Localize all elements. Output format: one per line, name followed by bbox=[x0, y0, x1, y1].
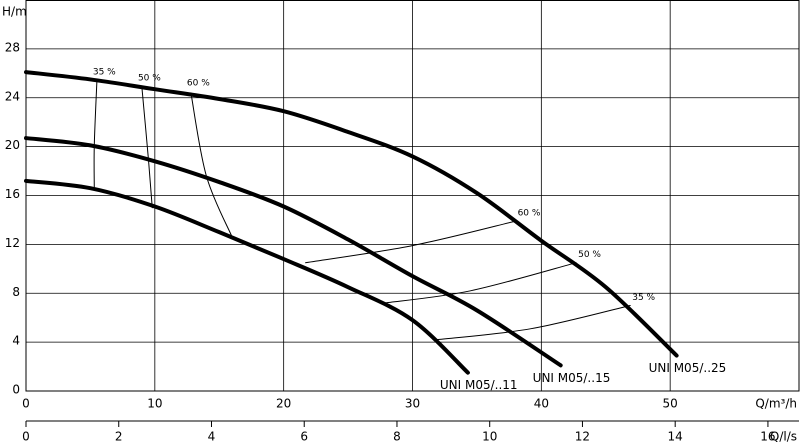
x2-axis-label: Q/l/s bbox=[770, 430, 797, 444]
x2-tick-label: 12 bbox=[575, 430, 590, 444]
x-tick-label: 10 bbox=[147, 397, 162, 411]
x-tick-label: 0 bbox=[22, 397, 30, 411]
x2-tick-label: 6 bbox=[300, 430, 308, 444]
x2-tick-label: 10 bbox=[482, 430, 497, 444]
efficiency-label: 60 % bbox=[518, 209, 541, 219]
y-tick-label: 12 bbox=[5, 236, 20, 250]
x2-tick-label: 4 bbox=[208, 430, 216, 444]
x-tick-label: 40 bbox=[534, 397, 549, 411]
x-tick-label: 50 bbox=[663, 397, 678, 411]
efficiency-label: 60 % bbox=[187, 78, 210, 88]
efficiency-line bbox=[305, 220, 517, 264]
x-axis-label: Q/m³/h bbox=[755, 397, 797, 411]
pump-curve bbox=[24, 136, 563, 368]
x-tick-label: 30 bbox=[405, 397, 420, 411]
efficiency-label: 35 % bbox=[632, 293, 655, 303]
y-tick-label: 0 bbox=[12, 383, 20, 397]
efficiency-label: 50 % bbox=[138, 73, 161, 83]
efficiency-line bbox=[141, 87, 153, 209]
x-tick-label: 20 bbox=[276, 397, 291, 411]
y-axis-label: H/m bbox=[2, 5, 27, 19]
series-label: UNI M05/..15 bbox=[533, 371, 611, 385]
pump-curve bbox=[24, 178, 470, 375]
x2-tick-label: 8 bbox=[393, 430, 401, 444]
efficiency-line bbox=[383, 262, 577, 304]
efficiency-label: 50 % bbox=[578, 250, 601, 260]
series-label: UNI M05/..25 bbox=[649, 361, 727, 375]
y-tick-label: 4 bbox=[12, 334, 20, 348]
x2-tick-label: 16 bbox=[760, 430, 775, 444]
efficiency-line bbox=[436, 304, 631, 341]
y-tick-label: 8 bbox=[12, 285, 20, 299]
y-tick-label: 28 bbox=[5, 40, 20, 54]
x2-tick-label: 0 bbox=[22, 430, 30, 444]
efficiency-line bbox=[190, 92, 233, 238]
x2-tick-label: 2 bbox=[115, 430, 123, 444]
x2-tick-label: 14 bbox=[668, 430, 683, 444]
pump-curve bbox=[24, 70, 679, 358]
series-label: UNI M05/..11 bbox=[440, 378, 518, 392]
y-tick-label: 16 bbox=[5, 187, 20, 201]
efficiency-label: 35 % bbox=[93, 67, 116, 77]
y-tick-label: 24 bbox=[5, 89, 20, 103]
y-tick-label: 20 bbox=[5, 138, 20, 152]
